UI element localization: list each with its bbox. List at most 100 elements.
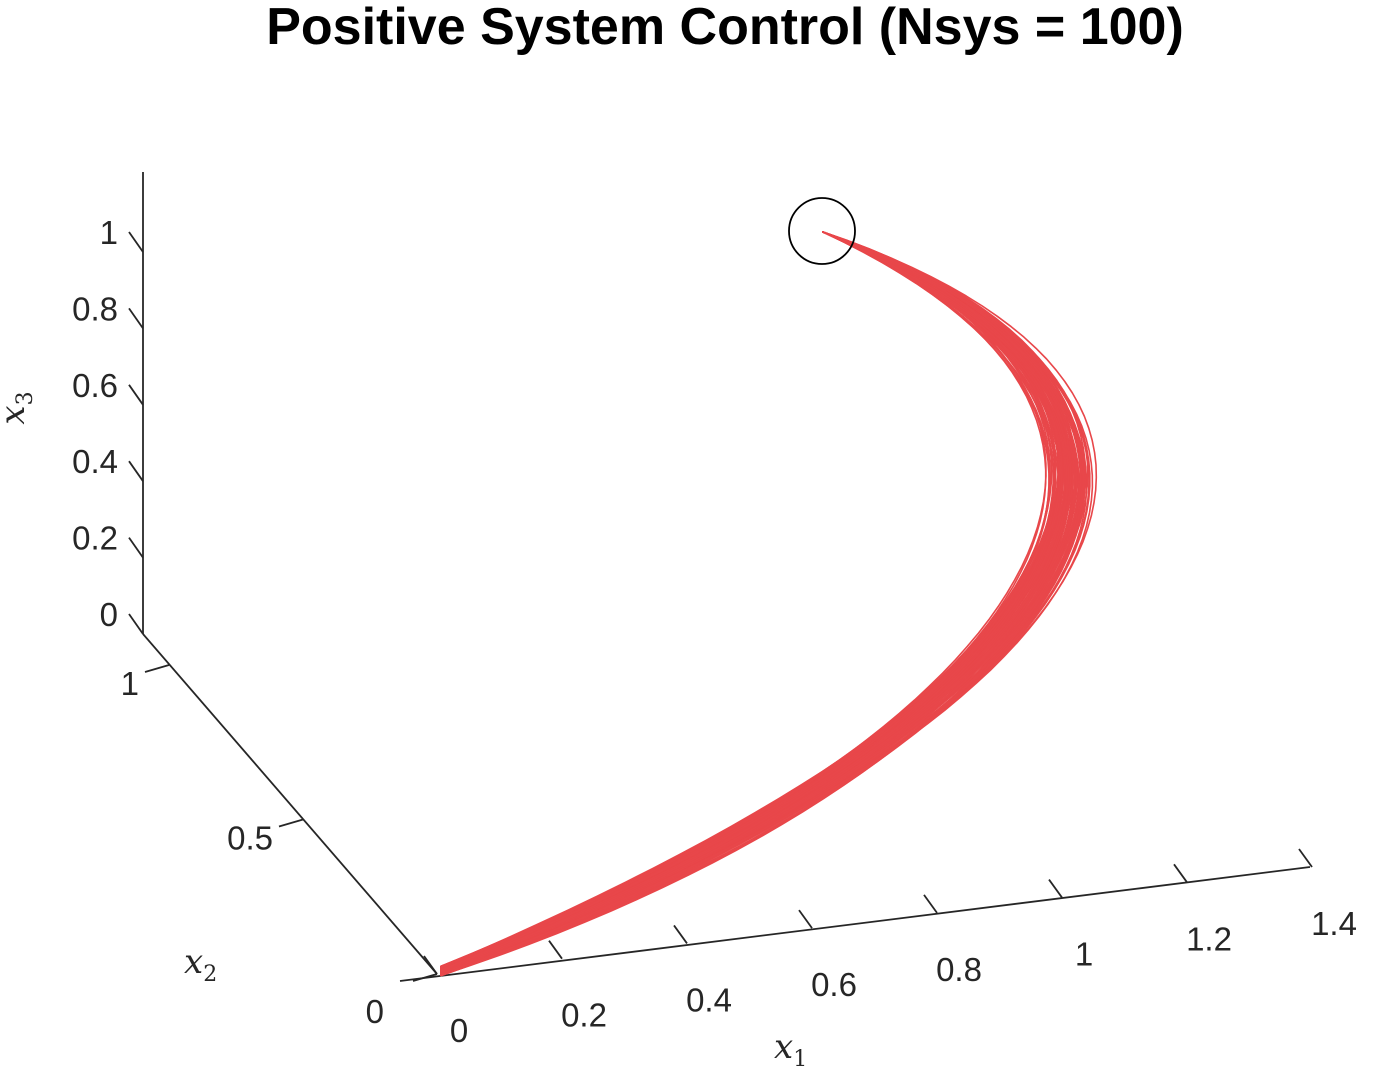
trajectory-line [440, 231, 1051, 969]
y-tick-mark [412, 973, 438, 982]
trajectory-line [440, 231, 1074, 971]
trajectory-line [440, 231, 1076, 972]
x-axis-label-base: x [774, 1027, 793, 1067]
trajectory-line [440, 231, 1071, 973]
trajectory-line [440, 231, 1071, 972]
trajectory-line [440, 231, 1082, 974]
trajectory-line [440, 231, 1071, 975]
trajectory-line [440, 231, 1047, 968]
x-tick-label: 0.4 [686, 981, 732, 1018]
trajectory-line [440, 231, 1061, 971]
trajectory-line [440, 231, 1068, 968]
trajectory-line [440, 231, 1057, 968]
trajectory-line [440, 231, 1061, 971]
x-tick-mark [798, 909, 813, 929]
trajectory-line [440, 231, 1063, 971]
x-tick-mark [923, 894, 938, 914]
y-tick-mark [144, 664, 170, 673]
trajectory-line [440, 231, 1064, 969]
trajectory-line [440, 231, 1070, 973]
trajectory-line [440, 231, 1061, 969]
trajectory-line [440, 231, 1055, 968]
trajectory-line [440, 231, 1072, 975]
trajectory-line [440, 231, 1060, 968]
trajectory-line [440, 231, 1064, 972]
trajectory-line [440, 231, 1063, 971]
trajectory-line [440, 231, 1085, 976]
trajectory-line [440, 231, 1060, 970]
x-axis-line [399, 866, 1311, 982]
trajectory-line [440, 231, 1067, 970]
trajectory-line [440, 231, 1072, 970]
start-marker [788, 197, 856, 265]
x-tick-label: 0 [450, 1012, 468, 1049]
trajectory-line [440, 231, 1083, 974]
trajectory-line [440, 231, 1083, 976]
z-tick-label: 0.8 [72, 290, 118, 327]
z-tick-label: 0.6 [72, 367, 118, 404]
y-tick-mark [278, 818, 304, 828]
z-tick-mark [128, 307, 144, 329]
x-tick-label: 1.2 [1186, 920, 1232, 957]
chart-title: Positive System Control (Nsys = 100) [266, 0, 1184, 56]
trajectory-line [440, 231, 1067, 969]
x-tick-mark [1173, 863, 1188, 883]
trajectory-line [440, 231, 1056, 971]
z-tick-label: 1 [100, 214, 118, 251]
x-tick-mark [673, 924, 688, 944]
z-tick-mark [128, 231, 144, 253]
x-tick-label: 1 [1075, 936, 1093, 973]
trajectory-line [440, 231, 1072, 975]
trajectory-line [440, 231, 1081, 973]
trajectory-line [440, 231, 1071, 970]
z-axis-label-base: x [0, 405, 33, 424]
trajectory-line [440, 231, 1080, 974]
trajectory-line [440, 231, 1076, 975]
x-tick-mark [423, 955, 438, 975]
trajectory-line [440, 231, 1067, 972]
trajectory-line [440, 231, 1090, 977]
trajectory-line [440, 231, 1062, 968]
y-axis-line [142, 633, 438, 975]
x-tick-label: 0.8 [936, 951, 982, 988]
trajectory-line [440, 231, 1071, 974]
y-axis-label-sub: 2 [203, 962, 217, 987]
trajectory-line [440, 231, 1064, 970]
x-tick-label: 1.4 [1311, 905, 1357, 942]
trajectory-line [440, 231, 1082, 973]
trajectory-line [440, 231, 1077, 977]
y-axis-label-base: x [184, 942, 203, 982]
trajectory-line [440, 231, 1068, 971]
z-tick-mark [128, 613, 144, 635]
y-tick-label: 0 [366, 993, 384, 1030]
trajectory-line [440, 231, 1082, 976]
trajectory-line [440, 231, 1063, 972]
x-tick-mark [1298, 848, 1313, 868]
trajectory-line [440, 231, 1072, 971]
x-tick-mark [548, 940, 563, 960]
x-tick-label: 0.6 [811, 966, 857, 1003]
trajectory-line [440, 231, 1074, 976]
trajectory-line [440, 231, 1069, 974]
trajectory-line [440, 231, 1068, 975]
trajectory-line [440, 231, 1082, 976]
x-axis-label: x1 [774, 1027, 807, 1068]
trajectory-line [440, 231, 1072, 971]
trajectory-line [440, 231, 1061, 972]
z-tick-mark [128, 460, 144, 482]
trajectory-line [440, 231, 1057, 971]
trajectory-line [440, 231, 1054, 971]
trajectory-line [440, 231, 1066, 971]
trajectory-line [440, 231, 1056, 968]
trajectory-line [440, 231, 1078, 972]
trajectory-line [440, 231, 1076, 976]
trajectory-line [440, 231, 1077, 974]
trajectory-line [440, 231, 1070, 972]
z-tick-label: 0.2 [72, 520, 118, 557]
trajectory-line [440, 231, 1060, 969]
trajectory-line [440, 231, 1085, 976]
trajectory-line [440, 231, 1080, 972]
trajectory-line [440, 231, 1076, 974]
trajectory-line [440, 231, 1066, 971]
